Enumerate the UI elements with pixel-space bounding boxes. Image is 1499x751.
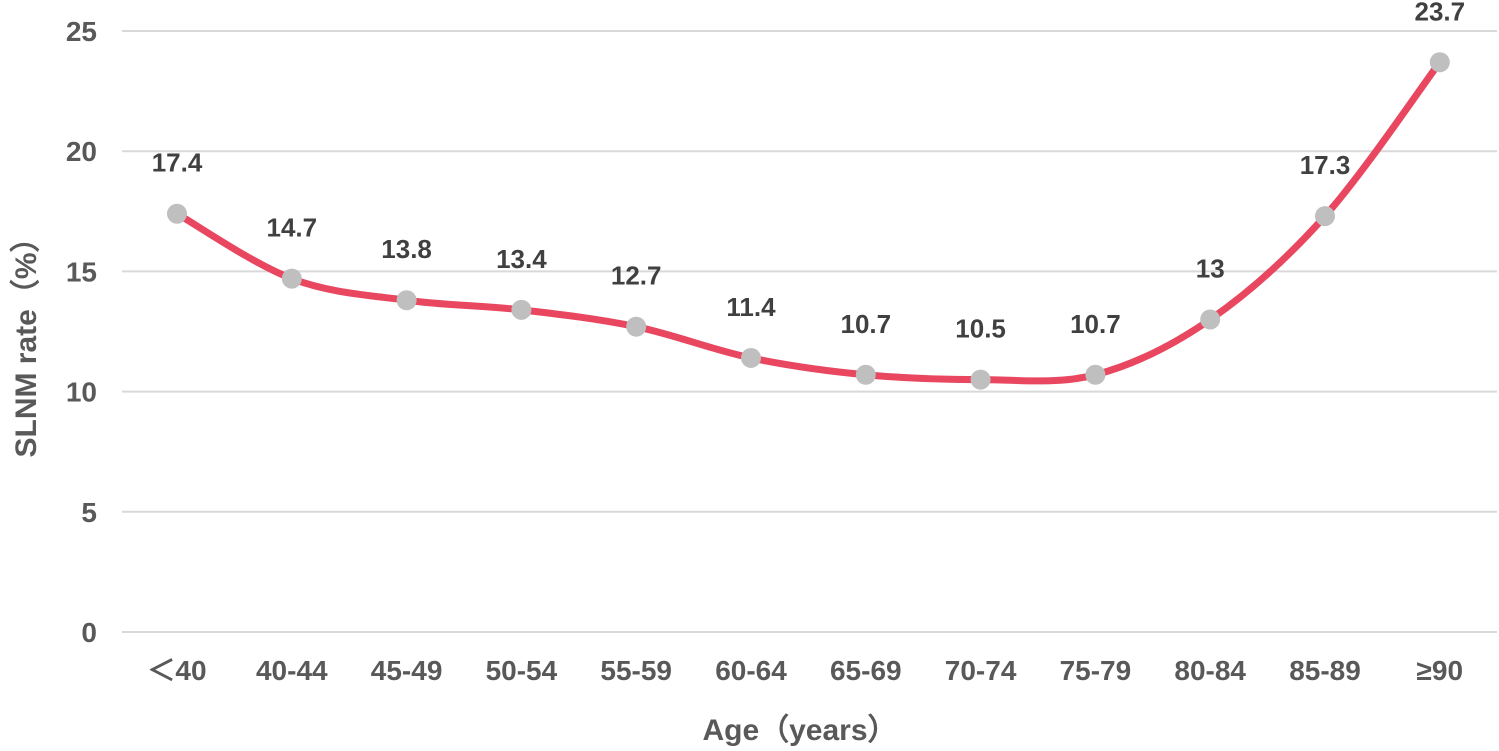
- y-tick-label: 0: [81, 617, 97, 648]
- gridlines: [122, 30, 1497, 633]
- data-label: 13.8: [381, 234, 432, 264]
- data-point: [1200, 309, 1221, 330]
- x-tick-label: 60-64: [715, 655, 787, 686]
- x-tick-label: 75-79: [1060, 655, 1132, 686]
- data-point: [167, 203, 187, 224]
- x-axis-ticks: ＜40 40-44 45-49 50-54 55-59 60-64 65-69 70-74 75…: [147, 655, 1463, 686]
- data-point: [511, 299, 532, 320]
- x-tick-label: 50-54: [486, 655, 558, 686]
- data-label: 23.7: [1414, 0, 1465, 26]
- y-tick-label: 10: [66, 377, 97, 408]
- data-point: [741, 347, 761, 368]
- data-point: [1429, 52, 1450, 73]
- data-label: 13: [1196, 253, 1225, 283]
- data-label: 10.7: [1070, 309, 1121, 339]
- x-tick-label: 80-84: [1174, 655, 1246, 686]
- data-label: 14.7: [266, 213, 317, 243]
- data-label: 10.7: [840, 309, 891, 339]
- data-label: 12.7: [611, 261, 662, 291]
- y-tick-label: 5: [81, 497, 97, 528]
- x-tick-label: 85-89: [1289, 655, 1361, 686]
- data-point: [281, 268, 302, 289]
- data-label: 13.4: [496, 244, 547, 274]
- data-label: 10.5: [955, 314, 1006, 344]
- y-axis-title: SLNM rate（%）: [9, 222, 43, 457]
- x-tick-label: ＜40: [147, 655, 206, 686]
- data-points: [167, 52, 1450, 390]
- data-point: [396, 290, 417, 311]
- data-point: [970, 369, 991, 390]
- data-point: [855, 364, 876, 385]
- data-label: 17.3: [1300, 150, 1351, 180]
- y-tick-label: 25: [66, 16, 97, 47]
- x-tick-label: 45-49: [371, 655, 443, 686]
- data-point: [1085, 364, 1106, 385]
- data-labels: 17.4 14.7 13.8 13.4 12.7 11.4 10.7 10.5 10.7 13 17…: [152, 0, 1465, 344]
- data-point: [1315, 206, 1335, 227]
- x-axis-title: Age（years）: [702, 713, 897, 747]
- data-label: 11.4: [726, 292, 776, 322]
- y-tick-label: 20: [66, 136, 97, 167]
- x-tick-label: 70-74: [945, 655, 1017, 686]
- y-axis-ticks: 0 5 10 15 20 25: [66, 16, 97, 648]
- x-tick-label: 40-44: [256, 655, 328, 686]
- x-tick-label: 65-69: [830, 655, 902, 686]
- x-tick-label: ≥90: [1417, 655, 1464, 686]
- data-point: [626, 316, 647, 337]
- x-tick-label: 55-59: [600, 655, 672, 686]
- data-label: 17.4: [152, 148, 203, 178]
- series-line: [173, 58, 1444, 385]
- y-tick-label: 15: [66, 256, 97, 287]
